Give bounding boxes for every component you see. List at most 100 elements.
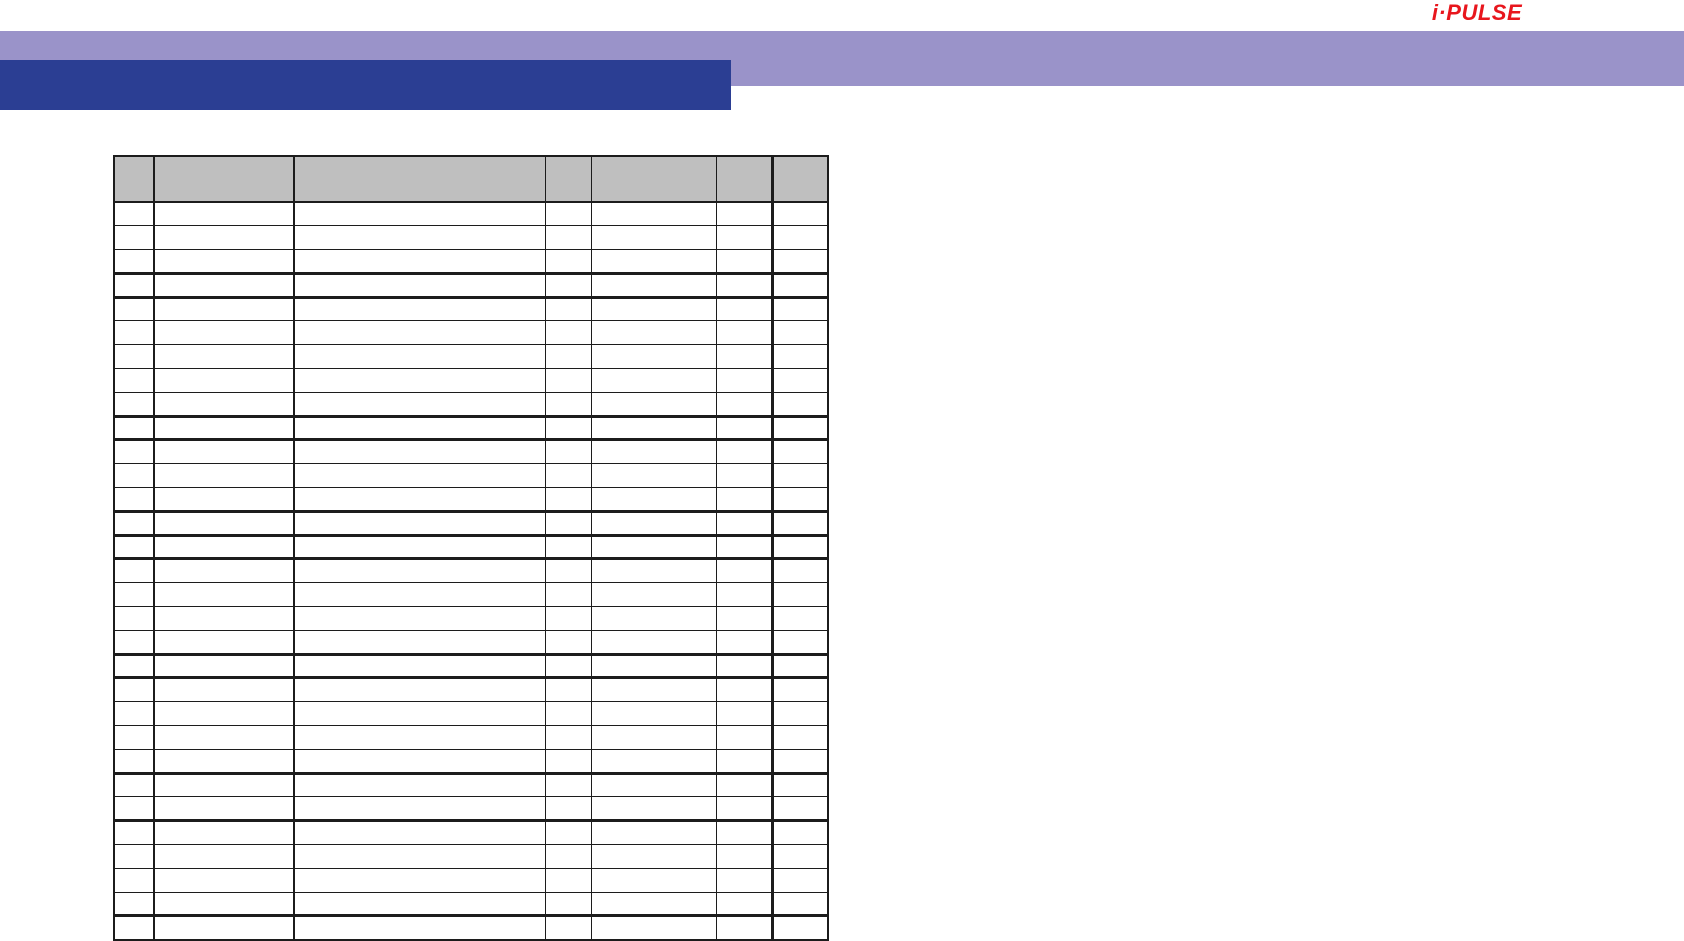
table-cell bbox=[771, 653, 829, 680]
table-cell bbox=[771, 772, 829, 798]
table-row bbox=[113, 796, 829, 823]
table-cell bbox=[590, 629, 717, 656]
table-cell bbox=[153, 582, 295, 608]
table-cell bbox=[293, 772, 546, 798]
table-cell bbox=[293, 296, 546, 322]
table-cell bbox=[293, 391, 546, 418]
table-cell bbox=[293, 320, 546, 346]
table-cell bbox=[715, 915, 774, 941]
table-cell bbox=[715, 844, 774, 869]
table-cell bbox=[590, 415, 717, 442]
table-cell bbox=[715, 344, 774, 370]
table-cell bbox=[293, 558, 546, 584]
table-cell bbox=[153, 844, 295, 869]
table-cell bbox=[153, 915, 295, 941]
table-row bbox=[113, 368, 829, 393]
table-cell bbox=[113, 891, 155, 918]
table-cell bbox=[293, 701, 546, 727]
table-cell bbox=[153, 796, 295, 823]
table-cell bbox=[771, 677, 829, 703]
table-cell bbox=[715, 677, 774, 703]
table-row bbox=[113, 391, 829, 418]
table-cell bbox=[715, 510, 774, 537]
table-cell bbox=[544, 344, 592, 370]
table-cell bbox=[153, 391, 295, 418]
table-cell bbox=[153, 320, 295, 346]
table-cell bbox=[153, 891, 295, 918]
table-cell bbox=[544, 534, 592, 561]
table-cell bbox=[293, 368, 546, 393]
header-cell bbox=[715, 155, 774, 203]
table-cell bbox=[771, 582, 829, 608]
table-cell bbox=[590, 891, 717, 918]
table-cell bbox=[544, 463, 592, 489]
table-cell bbox=[715, 748, 774, 775]
table-cell bbox=[153, 439, 295, 465]
table-cell bbox=[113, 725, 155, 750]
table-cell bbox=[113, 582, 155, 608]
table-cell bbox=[113, 748, 155, 775]
table-cell bbox=[590, 344, 717, 370]
table-cell bbox=[590, 320, 717, 346]
table-cell bbox=[293, 629, 546, 656]
header-cell bbox=[544, 155, 592, 203]
table-cell bbox=[544, 820, 592, 846]
parts-table bbox=[113, 155, 829, 941]
table-row bbox=[113, 439, 829, 465]
table-cell bbox=[715, 296, 774, 322]
table-cell bbox=[771, 368, 829, 393]
table-cell bbox=[715, 534, 774, 561]
table-cell bbox=[113, 439, 155, 465]
table-cell bbox=[544, 867, 592, 893]
table-cell bbox=[293, 249, 546, 275]
table-cell bbox=[544, 748, 592, 775]
table-cell bbox=[590, 201, 717, 227]
table-cell bbox=[153, 415, 295, 442]
table-row bbox=[113, 606, 829, 631]
table-cell bbox=[715, 201, 774, 227]
table-cell bbox=[153, 820, 295, 846]
table-cell bbox=[293, 201, 546, 227]
table-cell bbox=[153, 701, 295, 727]
table-cell bbox=[293, 606, 546, 631]
table-cell bbox=[153, 368, 295, 393]
table-cell bbox=[544, 772, 592, 798]
table-cell bbox=[153, 606, 295, 631]
table-cell bbox=[544, 582, 592, 608]
ipulse-logo: i·PULSE bbox=[1392, 0, 1562, 26]
table-cell bbox=[153, 249, 295, 275]
table-cell bbox=[715, 558, 774, 584]
table-cell bbox=[113, 487, 155, 513]
table-cell bbox=[590, 272, 717, 299]
table-cell bbox=[293, 415, 546, 442]
table-cell bbox=[771, 510, 829, 537]
table-cell bbox=[113, 463, 155, 489]
table-cell bbox=[590, 510, 717, 537]
table-cell bbox=[544, 606, 592, 631]
table-cell bbox=[113, 368, 155, 393]
table-cell bbox=[771, 534, 829, 561]
table-row bbox=[113, 463, 829, 489]
table-cell bbox=[715, 796, 774, 823]
table-row bbox=[113, 510, 829, 537]
table-cell bbox=[544, 320, 592, 346]
table-cell bbox=[590, 820, 717, 846]
table-cell bbox=[771, 344, 829, 370]
table-cell bbox=[590, 915, 717, 941]
table-cell bbox=[715, 701, 774, 727]
table-cell bbox=[293, 748, 546, 775]
table-cell bbox=[771, 487, 829, 513]
table-cell bbox=[153, 344, 295, 370]
table-cell bbox=[715, 225, 774, 251]
table-cell bbox=[293, 463, 546, 489]
table-cell bbox=[293, 653, 546, 680]
table-cell bbox=[293, 534, 546, 561]
table-cell bbox=[113, 867, 155, 893]
table-cell bbox=[113, 201, 155, 227]
table-cell bbox=[715, 606, 774, 631]
table-row bbox=[113, 225, 829, 251]
table-row bbox=[113, 296, 829, 322]
table-cell bbox=[544, 510, 592, 537]
table-row bbox=[113, 558, 829, 584]
